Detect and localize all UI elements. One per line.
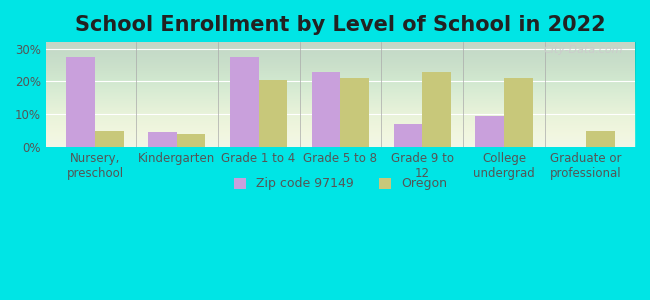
Text: City-Data.com: City-Data.com	[543, 45, 623, 55]
Bar	[341, 78, 369, 147]
Bar	[422, 72, 451, 147]
Bar	[66, 57, 95, 147]
Bar	[259, 80, 287, 147]
Title: School Enrollment by Level of School in 2022: School Enrollment by Level of School in …	[75, 15, 606, 35]
Bar	[177, 134, 205, 147]
Bar	[504, 78, 533, 147]
Bar	[394, 124, 422, 147]
Bar	[95, 131, 124, 147]
Bar	[475, 116, 504, 147]
Bar	[230, 57, 259, 147]
Bar	[148, 132, 177, 147]
Bar	[586, 131, 614, 147]
Legend: Zip code 97149, Oregon: Zip code 97149, Oregon	[229, 172, 452, 196]
Bar	[312, 72, 341, 147]
